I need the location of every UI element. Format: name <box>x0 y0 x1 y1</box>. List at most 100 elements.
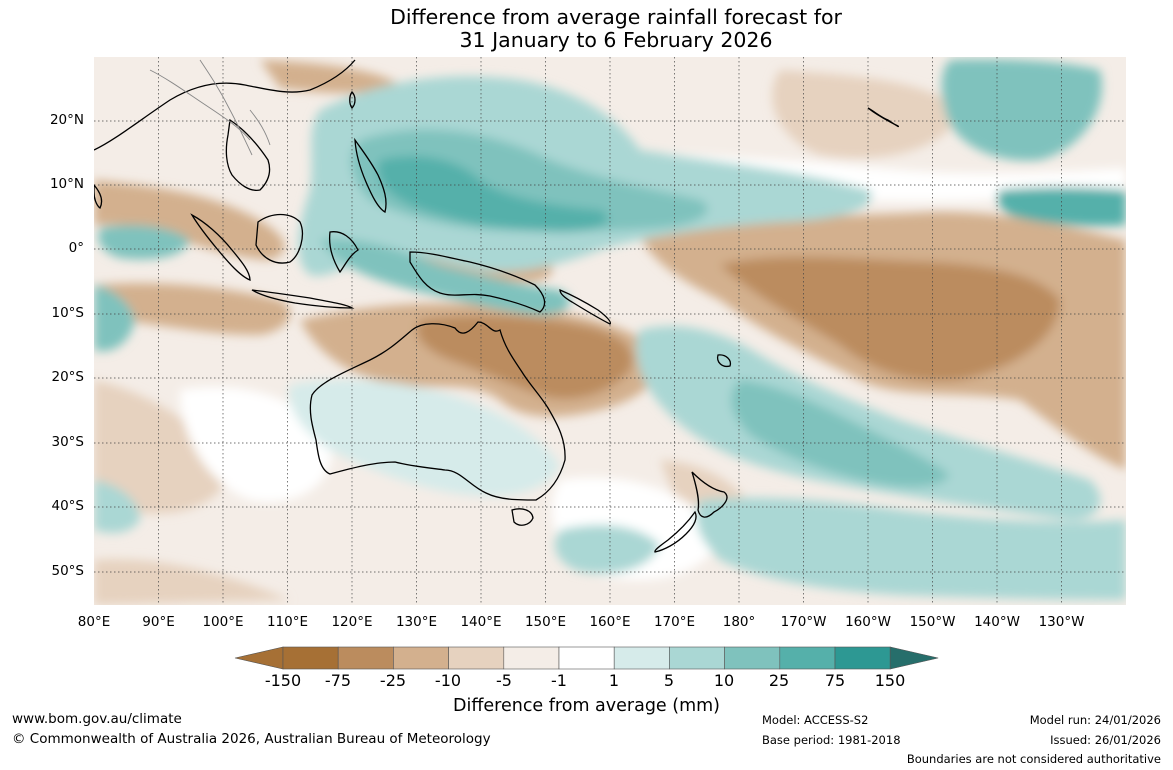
lon-label-100e: 100°E <box>202 614 244 630</box>
lon-label-160w: 160°W <box>845 614 891 630</box>
wet-patch-west-indian <box>94 285 135 352</box>
lat-label-50s: 50°S <box>51 563 85 579</box>
wet-patch-indian-ocean <box>98 225 190 260</box>
new-zealand-north-island <box>691 471 728 518</box>
tasmania-coastline <box>511 508 534 526</box>
dry-band-indian-ocean <box>94 180 285 260</box>
dry-patch-north-pacific <box>772 70 960 158</box>
base-period: Base period: 1981-2018 <box>762 733 901 747</box>
lon-label-120e: 120°E <box>331 614 373 630</box>
colorbar-cell <box>669 646 725 670</box>
wet-region-southern-pacific <box>696 498 1126 600</box>
lat-label-10n: 10°N <box>49 176 84 192</box>
colorbar-cell <box>724 646 781 670</box>
new-zealand-south-island <box>654 510 697 553</box>
colorbar-extend-min <box>234 646 284 670</box>
coastlines <box>94 59 900 553</box>
colorbar-extend-max <box>889 646 939 670</box>
dry-patch-north-top <box>260 60 400 93</box>
anomaly-field <box>94 57 1126 605</box>
colorbar-tick-label: -75 <box>324 671 352 690</box>
taiwan-coastline <box>349 91 356 109</box>
colorbar-cell <box>448 646 505 670</box>
lon-label-130e: 130°E <box>395 614 438 630</box>
mainland-asia-coastline <box>94 59 356 151</box>
colorbar-cell <box>503 646 560 670</box>
java-coastline <box>251 289 355 309</box>
lon-label-140w: 140°W <box>974 614 1020 630</box>
lon-label-150e: 150°E <box>524 614 567 630</box>
wet-region-australia <box>289 379 560 497</box>
lat-label-30s: 30°S <box>51 434 85 450</box>
fiji-coastline <box>716 354 732 368</box>
dry-patch-southwest <box>94 559 290 605</box>
copyright-text: © Commonwealth of Australia 2026, Austra… <box>12 731 491 747</box>
colorbar-cell <box>393 646 449 670</box>
dry-band-maritime <box>94 283 291 335</box>
colorbar-tick-label: 150 <box>874 671 906 690</box>
neutral-region-australia <box>180 387 332 502</box>
lon-label-170e: 170°E <box>653 614 696 630</box>
lat-label-10s: 10°S <box>51 305 85 321</box>
colorbar-tick-label: 25 <box>768 671 790 690</box>
lon-label-90e: 90°E <box>142 614 175 630</box>
map-title-line-2: 31 January to 6 February 2026 <box>459 28 773 52</box>
lon-label-80e: 80°E <box>77 614 111 630</box>
lon-label-130w: 130°W <box>1038 614 1085 630</box>
sumatra-coastline <box>190 213 251 281</box>
issued-date: Issued: 26/01/2026 <box>1050 733 1161 747</box>
hawaii-coastline <box>867 107 900 128</box>
sulawesi-coastline <box>328 231 359 274</box>
wet-region-spcz <box>636 326 1101 520</box>
indochina-coastline <box>225 118 271 191</box>
colorbar-tick-label: -10 <box>434 671 462 690</box>
colorbar-tick-label: 75 <box>824 671 846 690</box>
website-link[interactable]: www.bom.gov.au/climate <box>12 711 182 727</box>
colorbar-tick-label: -5 <box>496 671 512 690</box>
lon-label-140e: 140°E <box>460 614 502 630</box>
colorbar-cell <box>834 646 891 670</box>
new-guinea-coastline <box>409 251 546 313</box>
graticule <box>94 57 1126 605</box>
lon-label-180: 180° <box>722 614 756 630</box>
wet-core-spcz <box>731 380 950 487</box>
wet-peak-western-pacific <box>378 156 608 232</box>
lat-label-40s: 40°S <box>51 498 85 514</box>
solomon-islands-coastline <box>559 289 612 325</box>
colorbar-title: Difference from average (mm) <box>452 696 721 716</box>
model-run-date: Model run: 24/01/2026 <box>1029 713 1161 727</box>
sri-lanka-coastline <box>94 184 103 209</box>
colorbar-tick-label: -25 <box>379 671 407 690</box>
philippines-coastline <box>354 137 387 213</box>
lon-label-160e: 160°E <box>589 614 631 630</box>
borneo-coastline <box>255 213 304 264</box>
colorbar-tick-label: 10 <box>713 671 735 690</box>
lon-label-170w: 170°W <box>780 614 827 630</box>
dry-core-central-pacific <box>720 256 1060 381</box>
dry-patch-south-indian <box>94 380 230 514</box>
colorbar-cell <box>282 646 339 670</box>
colorbar-cell <box>613 646 670 670</box>
lon-label-150w: 150°W <box>909 614 956 630</box>
australia-coastline <box>309 321 566 501</box>
lat-label-20s: 20°S <box>51 369 85 385</box>
lat-label-equator: 0° <box>68 240 84 256</box>
colorbar-tick-label: 5 <box>663 671 675 690</box>
lat-label-20n: 20°N <box>49 112 84 128</box>
colorbar-cell <box>779 646 836 670</box>
lon-label-110e: 110°E <box>266 614 309 630</box>
wet-patch-southern-ocean <box>555 525 660 574</box>
map-title-line-1: Difference from average rainfall forecas… <box>390 5 842 29</box>
colorbar-tick-label: 1 <box>608 671 620 690</box>
colorbar-cell <box>337 646 394 670</box>
colorbar-tick-label: -1 <box>551 671 567 690</box>
wet-band-itcz-east <box>997 187 1126 227</box>
wet-patch-south-indian <box>94 480 140 533</box>
colorbar-cell <box>558 646 615 670</box>
country-borders <box>149 59 271 156</box>
wet-region-new-guinea <box>320 239 571 315</box>
colorbar-tick-label: -150 <box>264 671 302 690</box>
model-name: Model: ACCESS-S2 <box>762 713 869 727</box>
